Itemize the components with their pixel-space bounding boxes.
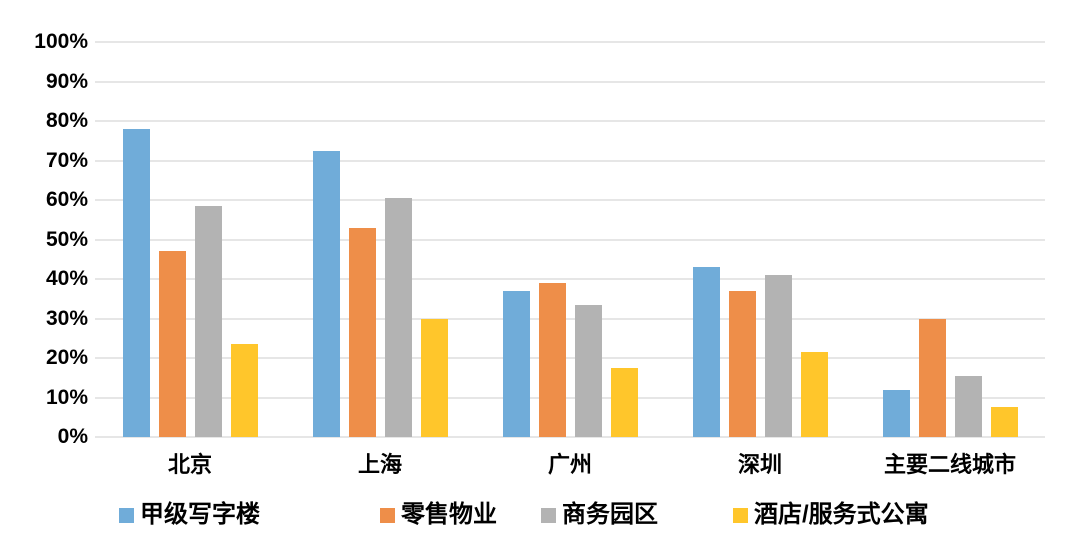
- gridline: [95, 278, 1045, 280]
- gridline: [95, 396, 1045, 399]
- x-axis-category-label: 广州: [547, 452, 593, 477]
- bar-series3-cat0: [230, 344, 258, 437]
- bar-series2-cat1: [384, 198, 412, 437]
- legend-label: 零售物业: [401, 501, 497, 528]
- bar-series3-cat3: [800, 352, 828, 437]
- bar-group-0: [122, 42, 258, 437]
- gridline: [95, 238, 1045, 241]
- bar-series0-cat0: [122, 128, 150, 437]
- y-axis-tick-label: 0%: [57, 425, 88, 448]
- x-axis-category-label: 上海: [357, 452, 403, 477]
- gridline: [95, 159, 1045, 162]
- bar-group-4: [882, 42, 1018, 437]
- bar-series1-cat2: [538, 282, 566, 437]
- y-axis-tick-label: 90%: [45, 69, 88, 93]
- bar-series0-cat1: [312, 150, 340, 437]
- x-axis-category-label: 深圳: [737, 452, 783, 477]
- gridline: [95, 120, 1045, 122]
- bar-series1-cat1: [348, 227, 376, 437]
- gridline: [95, 199, 1045, 201]
- legend-label: 甲级写字楼: [140, 501, 260, 528]
- bar-series0-cat3: [692, 267, 720, 437]
- legend-item-0: 甲级写字楼: [119, 501, 260, 529]
- legend-item-2: 商务园区: [541, 501, 658, 529]
- legend-item-1: 零售物业: [380, 501, 497, 529]
- y-axis-tick-label: 10%: [45, 385, 88, 409]
- legend-swatch-icon: [733, 507, 748, 523]
- bar-series3-cat1: [420, 318, 448, 437]
- bar-series1-cat0: [158, 251, 186, 437]
- gridline: [95, 80, 1045, 83]
- gridline: [95, 436, 1045, 438]
- bar-series2-cat0: [194, 205, 222, 437]
- gridline: [95, 317, 1045, 320]
- bar-series2-cat2: [574, 304, 602, 437]
- legend-label: 商务园区: [562, 501, 658, 528]
- bar-series3-cat2: [610, 367, 638, 437]
- x-axis-category-label: 北京: [167, 452, 213, 477]
- legend-item-3: 酒店/服务式公寓: [733, 501, 929, 529]
- y-axis-tick-label: 60%: [45, 188, 88, 211]
- gridline: [95, 357, 1045, 359]
- bar-series2-cat3: [764, 275, 792, 437]
- bar-group-3: [692, 42, 828, 437]
- bar-series1-cat4: [918, 318, 946, 437]
- bar-series0-cat2: [502, 290, 530, 437]
- y-axis-tick-label: 30%: [45, 306, 88, 330]
- y-axis-tick-label: 20%: [45, 346, 88, 369]
- legend-swatch-icon: [119, 507, 134, 523]
- y-axis-tick-label: 40%: [45, 267, 88, 290]
- bar-group-1: [312, 42, 448, 437]
- bar-series2-cat4: [954, 375, 982, 437]
- y-axis-tick-label: 100%: [34, 30, 88, 53]
- y-axis-tick-label: 80%: [45, 109, 88, 132]
- x-axis-category-label: 主要二线城市: [883, 452, 1017, 477]
- legend-swatch-icon: [380, 507, 395, 523]
- gridline: [95, 41, 1045, 43]
- bar-series0-cat4: [882, 389, 910, 437]
- legend-swatch-icon: [541, 507, 556, 523]
- legend-label: 酒店/服务式公寓: [754, 501, 929, 528]
- y-axis-tick-label: 50%: [45, 227, 88, 251]
- y-axis-tick-label: 70%: [45, 148, 88, 172]
- bar-series1-cat3: [728, 290, 756, 437]
- bar-group-2: [502, 42, 638, 437]
- bar-series3-cat4: [990, 407, 1018, 437]
